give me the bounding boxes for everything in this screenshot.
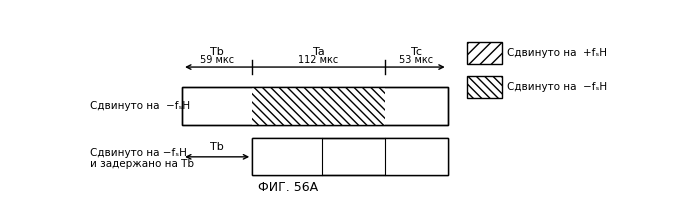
Text: Сдвинуто на  −fₛH: Сдвинуто на −fₛH — [90, 101, 190, 111]
Bar — [252, 138, 322, 176]
Text: Tb: Tb — [210, 142, 224, 152]
Text: 53 мкс: 53 мкс — [399, 55, 433, 65]
Bar — [182, 87, 447, 125]
Bar — [467, 42, 502, 64]
Bar — [467, 75, 502, 97]
Bar — [252, 138, 447, 176]
Text: Сдвинуто на  +fₛH: Сдвинуто на +fₛH — [507, 48, 607, 58]
Text: ФИГ. 56А: ФИГ. 56А — [258, 181, 318, 194]
Text: 59 мкс: 59 мкс — [200, 55, 234, 65]
Text: Сдвинуто на  −fₛH: Сдвинуто на −fₛH — [507, 82, 607, 92]
Text: 112 мкс: 112 мкс — [298, 55, 338, 65]
Text: Сдвинуто на −fₛH: Сдвинуто на −fₛH — [90, 148, 187, 158]
Bar — [252, 138, 447, 176]
Bar — [182, 87, 447, 125]
Text: Ta: Ta — [312, 47, 324, 57]
Bar — [252, 87, 385, 125]
Text: и задержано на Tb: и задержано на Tb — [90, 159, 194, 169]
Bar — [385, 138, 447, 176]
Text: Tb: Tb — [210, 47, 224, 57]
Text: Tc: Tc — [411, 47, 421, 57]
